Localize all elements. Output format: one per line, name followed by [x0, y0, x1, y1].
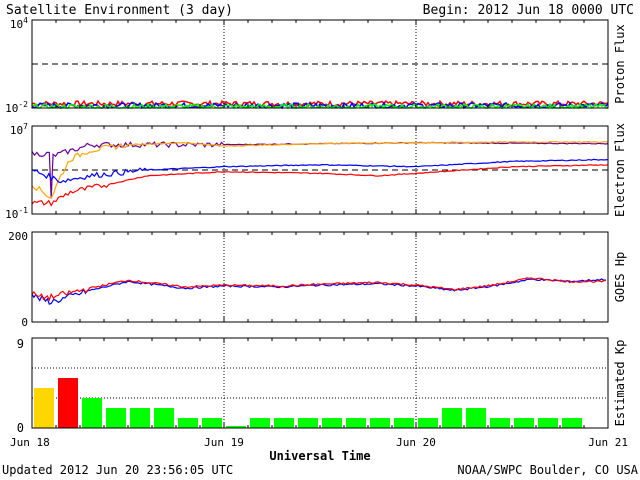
- kp-bar: [130, 408, 150, 428]
- electron-series-purple: [31, 141, 609, 199]
- kp-bar: [82, 398, 102, 428]
- kp-ytick-bottom: 0: [17, 421, 24, 435]
- kp-bar: [442, 408, 462, 428]
- hp-series-red: [31, 277, 606, 302]
- kp-bar: [370, 418, 390, 428]
- footer-updated: Updated 2012 Jun 20 23:56:05 UTC: [2, 463, 233, 477]
- electron-flux-panel: [31, 125, 609, 215]
- hp-ytick-bottom: 0: [21, 316, 28, 329]
- kp-bar: [154, 408, 174, 428]
- kp-bar: [250, 418, 270, 428]
- kp-bar: [274, 418, 294, 428]
- x-tick-label: Jun 20: [396, 436, 436, 449]
- x-tick-label: Jun 18: [10, 436, 50, 449]
- electron-flux-label: Electron Flux: [613, 123, 627, 217]
- electron-ytick-bottom: 10-1: [5, 206, 28, 221]
- electron-series-blue: [31, 158, 609, 184]
- panels: 104 10-2 Proton Flux 107 10-1 Electron Flux 20…: [5, 16, 628, 463]
- estimated-kp-label: Estimated Kp: [613, 340, 627, 427]
- kp-bar: [346, 418, 366, 428]
- kp-bar: [562, 418, 582, 428]
- proton-ytick-top: 104: [10, 16, 28, 31]
- hp-series-blue: [31, 278, 606, 305]
- proton-flux-panel: [31, 19, 609, 109]
- footer-credit: NOAA/SWPC Boulder, CO USA: [457, 463, 638, 477]
- kp-bar: [58, 378, 78, 428]
- kp-bar: [538, 418, 558, 428]
- electron-series-orange: [31, 140, 609, 199]
- electron-ytick-top: 107: [10, 122, 28, 137]
- chart-title: Satellite Environment (3 day): [6, 3, 233, 18]
- kp-bar: [490, 418, 510, 428]
- kp-bar: [106, 408, 126, 428]
- hp-ytick-top: 200: [8, 230, 28, 243]
- kp-bar: [514, 418, 534, 428]
- kp-bar: [202, 418, 222, 428]
- x-tick-label: Jun 21: [588, 436, 628, 449]
- kp-bar: [298, 418, 318, 428]
- proton-ytick-bottom: 10-2: [5, 100, 28, 115]
- kp-bar: [394, 418, 414, 428]
- kp-bar: [226, 426, 246, 428]
- kp-bar: [466, 408, 486, 428]
- kp-ytick-top: 9: [17, 337, 24, 351]
- goes-hp-panel: [31, 231, 609, 323]
- kp-bar: [418, 418, 438, 428]
- electron-series-red: [31, 164, 609, 207]
- kp-bar: [178, 418, 198, 428]
- x-axis-label: Universal Time: [269, 449, 370, 463]
- begin-time: Begin: 2012 Jun 18 0000 UTC: [423, 3, 634, 18]
- kp-bar: [34, 388, 54, 428]
- x-tick-label: Jun 19: [204, 436, 244, 449]
- goes-hp-label: GOES Hp: [613, 252, 627, 303]
- kp-bar: [322, 418, 342, 428]
- proton-flux-label: Proton Flux: [613, 24, 627, 103]
